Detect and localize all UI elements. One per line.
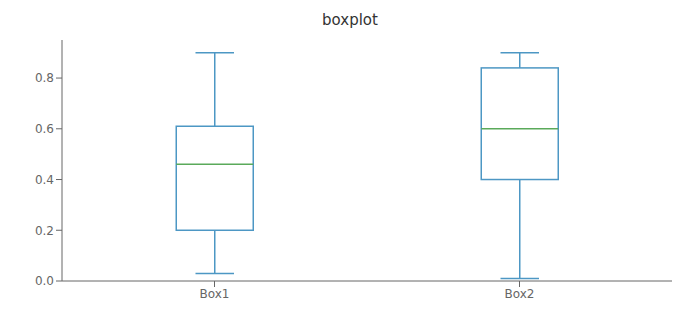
svg-text:0.8: 0.8 bbox=[35, 71, 54, 85]
svg-text:0.6: 0.6 bbox=[35, 122, 54, 136]
svg-text:0.4: 0.4 bbox=[35, 173, 54, 187]
svg-text:0.0: 0.0 bbox=[35, 274, 54, 288]
svg-text:0.2: 0.2 bbox=[35, 224, 54, 238]
svg-text:Box2: Box2 bbox=[505, 287, 535, 301]
html-text:boxplot: boxplot bbox=[322, 11, 378, 29]
svg-text:Box1: Box1 bbox=[200, 287, 230, 301]
